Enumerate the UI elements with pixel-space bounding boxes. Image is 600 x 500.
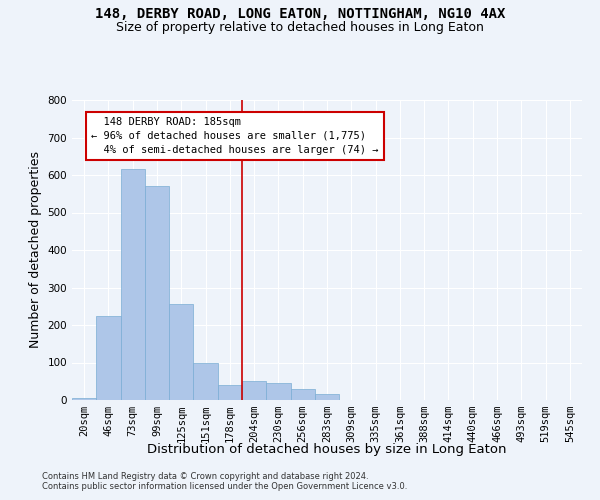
Bar bbox=[121, 170, 145, 400]
Text: Contains public sector information licensed under the Open Government Licence v3: Contains public sector information licen… bbox=[42, 482, 407, 491]
Text: 148 DERBY ROAD: 185sqm
← 96% of detached houses are smaller (1,775)
  4% of semi: 148 DERBY ROAD: 185sqm ← 96% of detached… bbox=[91, 117, 379, 155]
Bar bbox=[145, 186, 169, 400]
Bar bbox=[266, 383, 290, 400]
Bar bbox=[315, 394, 339, 400]
Bar bbox=[193, 362, 218, 400]
Y-axis label: Number of detached properties: Number of detached properties bbox=[29, 152, 42, 348]
Bar bbox=[96, 316, 121, 400]
Text: 148, DERBY ROAD, LONG EATON, NOTTINGHAM, NG10 4AX: 148, DERBY ROAD, LONG EATON, NOTTINGHAM,… bbox=[95, 8, 505, 22]
Bar bbox=[169, 304, 193, 400]
Text: Size of property relative to detached houses in Long Eaton: Size of property relative to detached ho… bbox=[116, 21, 484, 34]
Text: Distribution of detached houses by size in Long Eaton: Distribution of detached houses by size … bbox=[147, 442, 507, 456]
Bar bbox=[72, 398, 96, 400]
Text: Contains HM Land Registry data © Crown copyright and database right 2024.: Contains HM Land Registry data © Crown c… bbox=[42, 472, 368, 481]
Bar bbox=[218, 385, 242, 400]
Bar bbox=[290, 389, 315, 400]
Bar bbox=[242, 381, 266, 400]
